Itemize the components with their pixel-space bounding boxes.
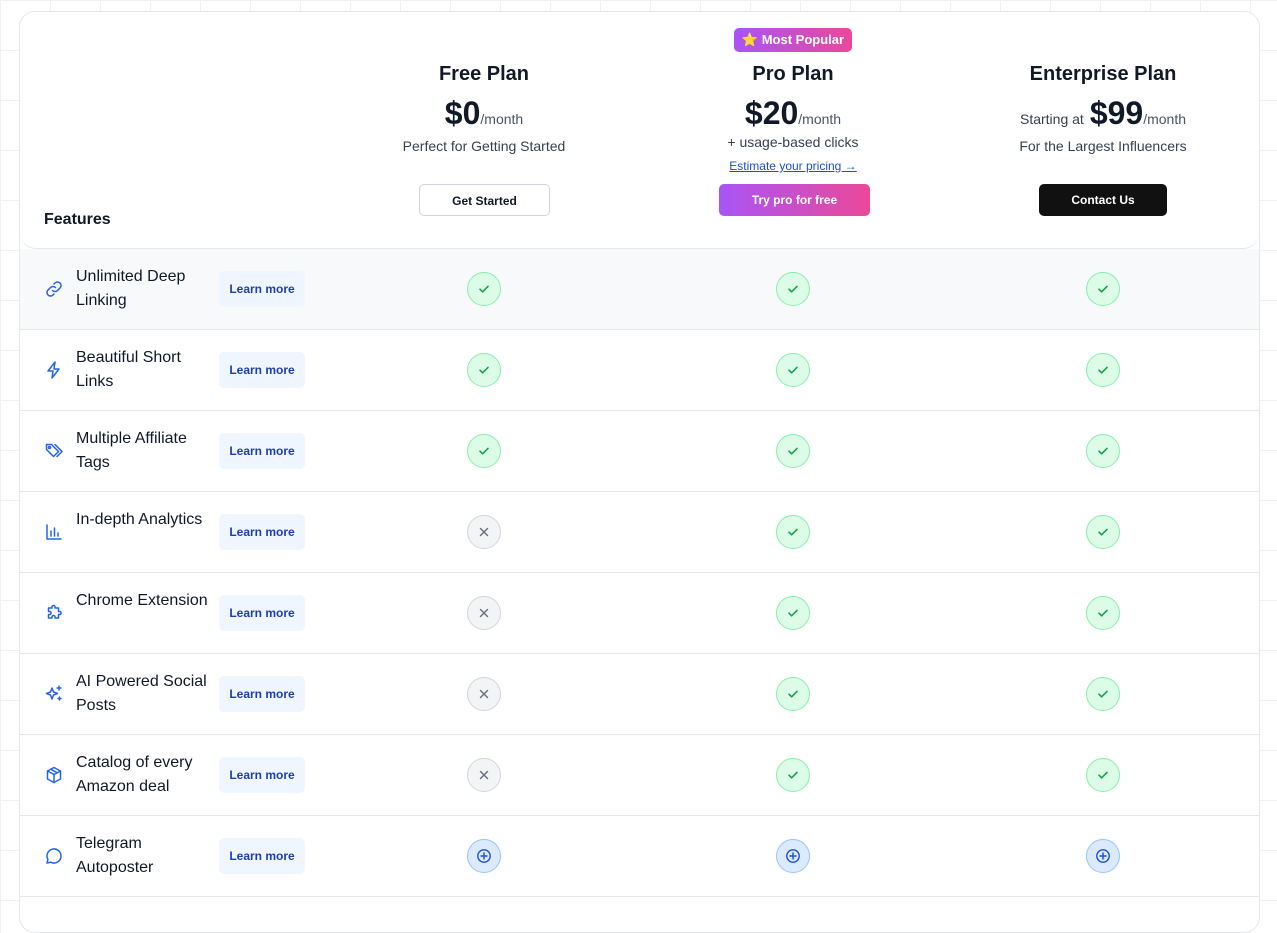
pro-check-icon xyxy=(776,515,810,549)
enterprise-check-icon xyxy=(1086,434,1120,468)
free-x-icon xyxy=(467,677,501,711)
sparkles-icon xyxy=(44,684,64,704)
chat-bubble-icon xyxy=(44,846,64,866)
feature-label: In-depth Analytics xyxy=(76,511,203,528)
free-check-icon xyxy=(467,353,501,387)
pricing-table: Features Free Plan $0/month Perfect for … xyxy=(19,11,1260,933)
feature-rows: Unlimited Deep Linking Learn more Beautifu… xyxy=(20,249,1259,897)
link-icon xyxy=(44,279,64,299)
price-period: /month xyxy=(1143,111,1187,127)
pro-check-icon xyxy=(776,434,810,468)
estimate-pricing-link[interactable]: Estimate your pricing → xyxy=(729,159,857,173)
pro-plus-circle-icon xyxy=(776,839,810,873)
feature-row: In-depth Analytics Learn more xyxy=(20,492,1259,573)
learn-more-button[interactable]: Learn more xyxy=(219,595,305,631)
feature-label: Unlimited Deep Linking xyxy=(76,268,186,309)
price-period: /month xyxy=(798,111,842,127)
free-x-icon xyxy=(467,515,501,549)
free-plus-circle-icon xyxy=(467,839,501,873)
free-check-icon xyxy=(467,434,501,468)
price-amount: $20 xyxy=(744,95,799,131)
pro-check-icon xyxy=(776,272,810,306)
pro-check-icon xyxy=(776,596,810,630)
feature-row: AI Powered Social Posts Learn more xyxy=(20,654,1259,735)
price-period: /month xyxy=(480,111,524,127)
puzzle-icon xyxy=(44,603,64,623)
features-heading: Features xyxy=(44,211,111,228)
learn-more-button[interactable]: Learn more xyxy=(219,838,305,874)
most-popular-badge: ⭐ Most Popular xyxy=(734,28,852,52)
feature-row: Multiple Affiliate Tags Learn more xyxy=(20,411,1259,492)
enterprise-plus-circle-icon xyxy=(1086,839,1120,873)
feature-row: Unlimited Deep Linking Learn more xyxy=(20,249,1259,330)
free-check-icon xyxy=(467,272,501,306)
plan-pro: ⭐ Most Popular Pro Plan $20/month + usag… xyxy=(643,12,943,248)
feature-label: Chrome Extension xyxy=(76,592,208,609)
feature-row: Chrome Extension Learn more xyxy=(20,573,1259,654)
plan-subtitle: For the Largest Influencers xyxy=(1019,138,1187,154)
enterprise-check-icon xyxy=(1086,515,1120,549)
get-started-button[interactable]: Get Started xyxy=(419,184,550,216)
learn-more-button[interactable]: Learn more xyxy=(219,271,305,307)
pro-check-icon xyxy=(776,353,810,387)
tags-icon xyxy=(44,441,64,461)
enterprise-check-icon xyxy=(1086,677,1120,711)
learn-more-button[interactable]: Learn more xyxy=(219,433,305,469)
learn-more-button[interactable]: Learn more xyxy=(219,757,305,793)
plan-price: $0/month xyxy=(334,95,634,132)
plan-name: Pro Plan xyxy=(752,63,834,85)
plan-name: Free Plan xyxy=(438,63,530,85)
enterprise-check-icon xyxy=(1086,596,1120,630)
pro-check-icon xyxy=(776,677,810,711)
feature-label: AI Powered Social Posts xyxy=(76,673,207,714)
plan-price: Starting at $99/month xyxy=(953,95,1253,132)
feature-label: Catalog of every Amazon deal xyxy=(76,754,193,795)
feature-row: Catalog of every Amazon deal Learn more xyxy=(20,735,1259,816)
try-pro-button[interactable]: Try pro for free xyxy=(719,184,870,216)
lightning-icon xyxy=(44,360,64,380)
plan-price: $20/month xyxy=(643,95,943,132)
enterprise-check-icon xyxy=(1086,353,1120,387)
plan-subtitle: Perfect for Getting Started xyxy=(402,138,566,154)
free-x-icon xyxy=(467,596,501,630)
bar-chart-icon xyxy=(44,522,64,542)
enterprise-check-icon xyxy=(1086,758,1120,792)
feature-label: Multiple Affiliate Tags xyxy=(76,430,187,471)
feature-label: Telegram Autoposter xyxy=(76,835,154,876)
free-x-icon xyxy=(467,758,501,792)
plan-enterprise: Enterprise Plan Starting at $99/month For… xyxy=(953,12,1253,248)
package-icon xyxy=(44,765,64,785)
plan-subtitle: + usage-based clicks xyxy=(727,134,859,150)
learn-more-button[interactable]: Learn more xyxy=(219,514,305,550)
price-prefix: Starting at xyxy=(1019,111,1084,127)
learn-more-button[interactable]: Learn more xyxy=(219,352,305,388)
enterprise-check-icon xyxy=(1086,272,1120,306)
pro-check-icon xyxy=(776,758,810,792)
plan-name: Enterprise Plan xyxy=(1029,63,1177,85)
feature-label: Beautiful Short Links xyxy=(76,349,181,390)
price-amount: $99 xyxy=(1089,95,1144,131)
feature-row: Telegram Autoposter Learn more xyxy=(20,816,1259,897)
plan-free: Free Plan $0/month Perfect for Getting S… xyxy=(334,12,634,248)
contact-us-button[interactable]: Contact Us xyxy=(1039,184,1167,216)
price-amount: $0 xyxy=(444,95,481,131)
pricing-header: Features Free Plan $0/month Perfect for … xyxy=(20,12,1259,249)
learn-more-button[interactable]: Learn more xyxy=(219,676,305,712)
feature-row: Beautiful Short Links Learn more xyxy=(20,330,1259,411)
